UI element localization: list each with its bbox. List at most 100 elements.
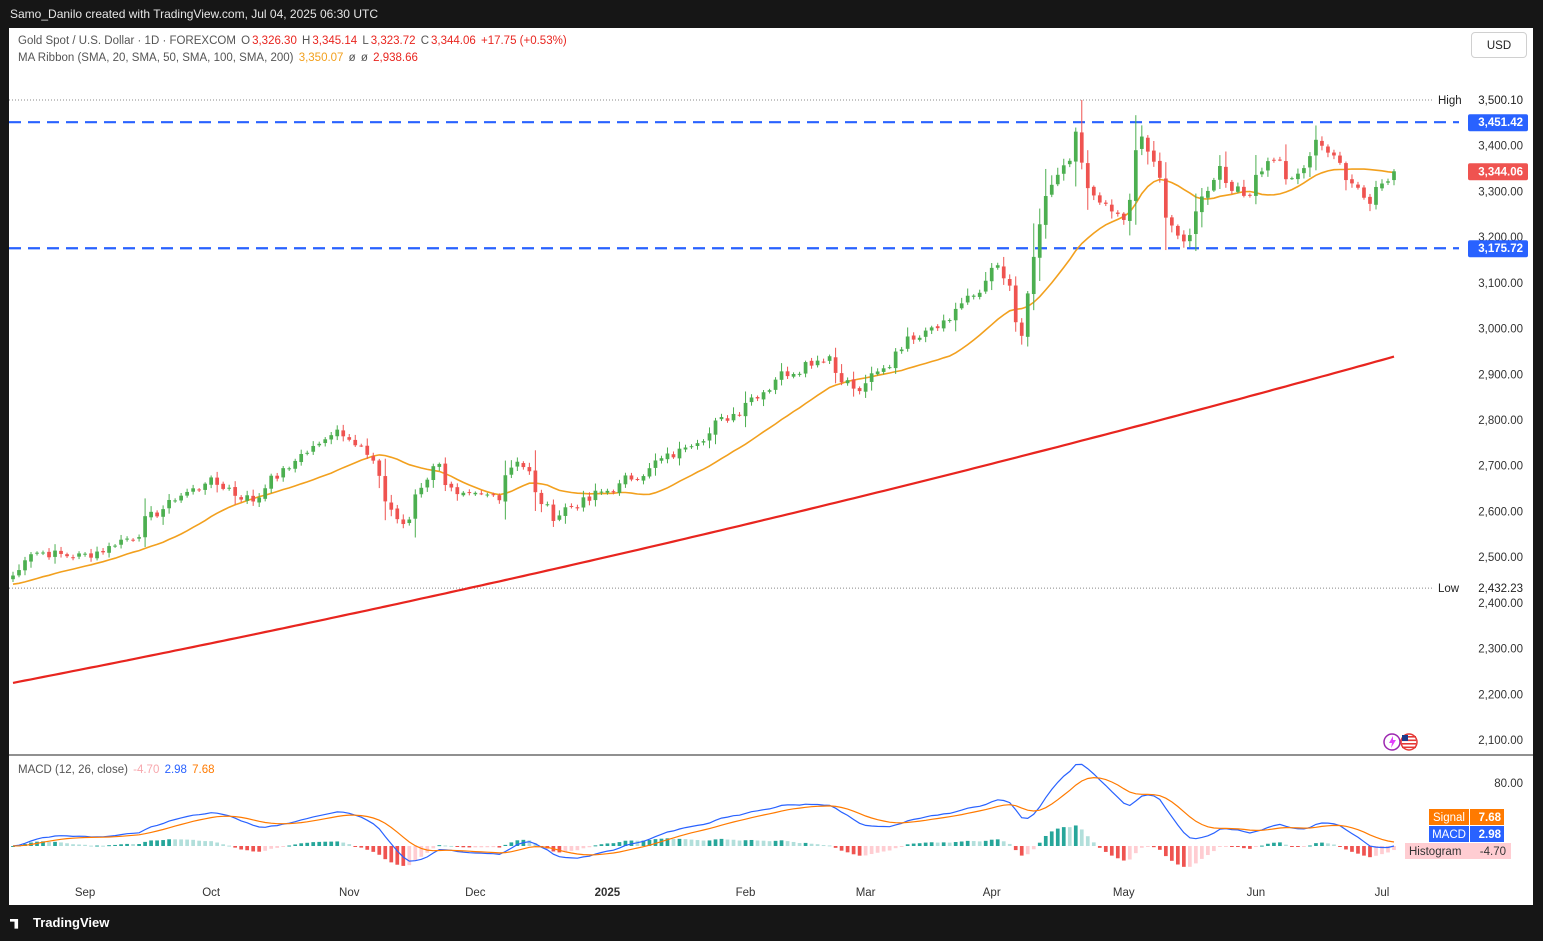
candle: [707, 427, 712, 449]
lightning-icon-bolt: [1389, 736, 1396, 748]
candle: [509, 460, 514, 479]
candle: [1206, 186, 1210, 205]
candle-body: [1043, 196, 1048, 225]
candle: [677, 441, 682, 466]
macd-histogram-bar: [725, 839, 730, 846]
candle-body: [431, 466, 436, 481]
low-value-bg: [1471, 580, 1527, 597]
candle-body: [119, 539, 123, 545]
candle-body: [275, 475, 280, 479]
candle-body: [581, 497, 586, 508]
currency-button[interactable]: USD: [1471, 32, 1527, 58]
candle-body: [929, 327, 934, 331]
candle-body: [833, 357, 838, 373]
candle: [77, 551, 81, 560]
candle: [83, 552, 87, 557]
candle-body: [1332, 152, 1336, 156]
macd-signal-value: 7.68: [192, 764, 215, 776]
candle-body: [1055, 174, 1060, 185]
ma20-value: 3,350.07: [298, 52, 344, 64]
candle-body: [1272, 159, 1276, 161]
candle: [497, 493, 502, 504]
candle-body: [1049, 184, 1054, 195]
macd-histogram-bar: [1181, 846, 1186, 867]
candle: [47, 548, 51, 560]
candle-body: [1194, 211, 1198, 235]
ma200-value: 2,938.66: [373, 52, 418, 64]
candle: [761, 390, 766, 407]
candle: [1103, 200, 1108, 207]
macd-histogram-bar: [881, 846, 886, 852]
candle-body: [353, 439, 358, 446]
candle: [965, 288, 970, 305]
macd-histogram-bar: [941, 842, 946, 846]
candle-body: [1362, 187, 1366, 198]
candle-body: [1127, 199, 1132, 221]
candle: [479, 490, 484, 496]
candle-body: [125, 538, 129, 540]
candle: [149, 506, 153, 521]
candle-body: [797, 373, 802, 375]
macd-histogram-bar: [1218, 846, 1222, 847]
signal-tag-value: 7.68: [1479, 812, 1502, 824]
candle-body: [59, 550, 63, 554]
candle-body: [845, 380, 850, 384]
candle-body: [371, 456, 376, 461]
candle-body: [1236, 186, 1240, 192]
macd-histogram-bar: [1302, 846, 1306, 847]
macd-histogram-bar: [71, 844, 75, 846]
candle-body: [791, 374, 796, 377]
candle: [215, 471, 220, 493]
chart-canvas[interactable]: 80.00 Signal 7.68 MACD 2.98 Histogram -4.70 3,…: [9, 28, 1533, 905]
candle: [485, 492, 490, 498]
candle: [557, 510, 562, 522]
candle-body: [779, 371, 784, 380]
candle: [623, 472, 628, 488]
candle: [653, 453, 658, 476]
signal-tag-label-bg: [1429, 809, 1469, 825]
candle: [1362, 185, 1366, 200]
macd-histogram-bar: [65, 843, 69, 846]
candle: [251, 489, 256, 506]
candle: [317, 441, 322, 448]
candle-body: [713, 420, 718, 435]
candle-body: [563, 507, 568, 516]
candle: [287, 466, 292, 471]
macd-histogram-bar: [935, 842, 940, 846]
candle: [977, 289, 982, 300]
macd-histogram-bar: [785, 841, 790, 846]
chart-frame[interactable]: 80.00 Signal 7.68 MACD 2.98 Histogram -4.70 3,…: [9, 28, 1533, 905]
macd-histogram-bar: [371, 846, 376, 852]
macd-tick-label: 80.00: [1494, 778, 1523, 790]
macd-histogram-bar: [923, 842, 928, 846]
macd-histogram-bar: [827, 845, 832, 847]
candle-body: [1121, 213, 1126, 220]
macd-histogram-bar: [359, 846, 364, 848]
candle-body: [599, 491, 604, 493]
macd-histogram-bar: [1230, 846, 1234, 848]
candle-body: [191, 488, 195, 492]
price-tick-label: 2,200.00: [1478, 689, 1523, 701]
candle: [137, 534, 141, 542]
candle-body: [647, 468, 652, 477]
candle: [179, 492, 183, 503]
candle-body: [1103, 202, 1108, 204]
close-label: C: [420, 35, 430, 47]
macd-histogram-bar: [1145, 846, 1150, 847]
chart-attribution: Samo_Danilo created with TradingView.com…: [10, 7, 378, 21]
macd-histogram-bar: [851, 846, 856, 855]
candle: [1145, 135, 1150, 165]
flag-icon-stripe: [1402, 739, 1416, 742]
candle: [1284, 144, 1288, 185]
candle: [587, 492, 592, 506]
flag-icon-stripe: [1402, 743, 1416, 745]
macd-histogram-bar: [1296, 846, 1300, 847]
candle: [941, 314, 946, 332]
candle: [377, 458, 382, 489]
candle: [329, 432, 334, 445]
macd-histogram-bar: [41, 841, 45, 846]
macd-histogram-bar: [209, 841, 213, 846]
candle-body: [1218, 166, 1222, 180]
candle-body: [761, 392, 766, 400]
candle: [713, 417, 718, 445]
